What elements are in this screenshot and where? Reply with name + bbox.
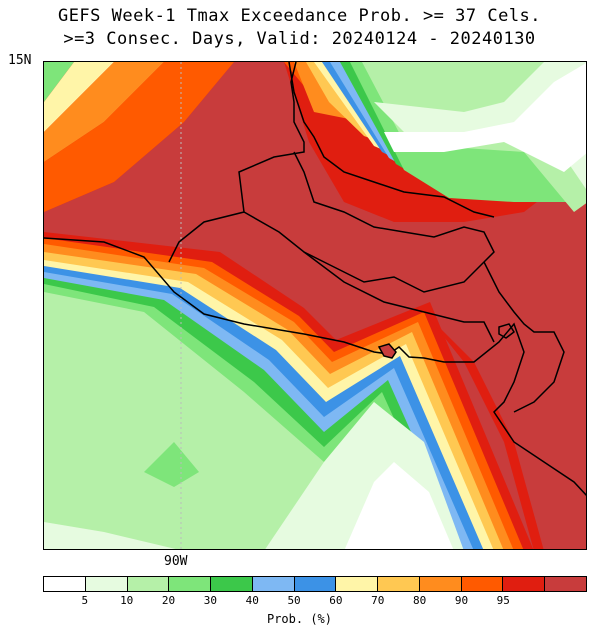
colorbar: [43, 576, 587, 592]
honduras-border: [243, 151, 495, 293]
colorbar-tick-label: 20: [161, 594, 176, 607]
lake-nicaragua: [498, 323, 516, 339]
yucatan-coast: [288, 62, 495, 218]
probability-map: [43, 61, 587, 550]
coastline: [44, 237, 586, 496]
colorbar-box: [127, 577, 170, 591]
colorbar-box: [211, 577, 253, 591]
p20-blob: [144, 442, 199, 487]
colorbar-box: [503, 577, 546, 591]
colorbar-box: [545, 577, 586, 591]
white-region-bottom: [344, 462, 454, 549]
gulf-fonseca: [377, 343, 397, 359]
colorbar-tick-label: 30: [203, 594, 217, 607]
p100-region-main: [44, 62, 586, 549]
colorbar-tick-label: 50: [287, 594, 301, 607]
colorbar-box: [294, 577, 337, 591]
map-canvas: [44, 62, 586, 549]
colorbar-box: [336, 577, 379, 591]
latitude-label: 15N: [8, 53, 32, 68]
colorbar-tick-label: 90: [454, 594, 469, 607]
colorbar-box: [252, 577, 295, 591]
colorbar-tick-label: 40: [245, 594, 259, 607]
chart-title: GEFS Week-1 Tmax Exceedance Prob. >= 37 …: [57, 6, 542, 26]
colorbar-ticks: 5 10 20 30 40 50 60 70 80 90 95: [43, 594, 587, 608]
colorbar-tick-label: 60: [329, 594, 343, 607]
colorbar-box: [44, 577, 86, 591]
p90-region-topleft: [44, 62, 234, 212]
guatemala-border: [168, 62, 305, 263]
colorbar-box: [461, 577, 504, 591]
p95-region-lowerright: [424, 312, 544, 549]
nicaragua-border: [483, 261, 565, 413]
p5-region-top: [374, 62, 586, 190]
colorbar-tick-label: 80: [412, 594, 427, 607]
longitude-label: 90W: [164, 554, 188, 569]
colorbar-box: [378, 577, 420, 591]
colorbar-box: [85, 577, 128, 591]
colorbar-box: [419, 577, 462, 591]
colorbar-box: [169, 577, 212, 591]
colorbar-tick-label: 70: [371, 594, 385, 607]
el-salvador-border: [303, 251, 495, 343]
colorbar-tick-label: 5: [81, 594, 89, 607]
p5-region-lowerleft: [44, 522, 176, 549]
white-region-top: [384, 63, 586, 172]
colorbar-title: Prob. (%): [266, 612, 333, 626]
colorbar-tick-label: 10: [120, 594, 134, 607]
colorbar-tick-label: 95: [496, 594, 510, 607]
p80-region-topleft: [44, 62, 164, 162]
chart-subtitle: >=3 Consec. Days, Valid: 20240124 - 2024…: [63, 29, 536, 49]
